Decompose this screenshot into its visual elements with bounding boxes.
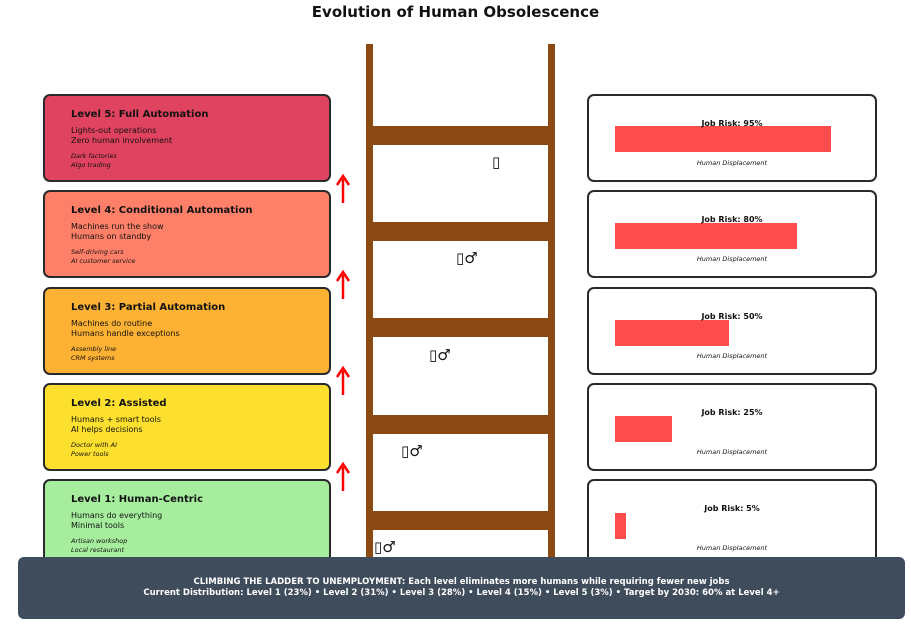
level-description: Machines run the show xyxy=(71,222,164,231)
job-risk-label: Job Risk: 80% xyxy=(701,215,763,224)
level-box-5: Level 5: Full Automation Lights-out oper… xyxy=(43,94,331,182)
job-risk-label: Job Risk: 50% xyxy=(701,312,763,321)
level-example: Self-driving cars xyxy=(71,248,124,256)
level-description: Lights-out operations xyxy=(71,126,157,135)
level-title: Level 3: Partial Automation xyxy=(71,302,226,313)
job-risk-caption: Human Displacement xyxy=(696,544,768,552)
level-examples: Dark factories Algo trading xyxy=(71,152,329,170)
level-examples: Doctor with AI Power tools xyxy=(71,441,329,459)
summary-banner: CLIMBING THE LADDER TO UNEMPLOYMENT: Eac… xyxy=(18,557,905,619)
job-risk-label: Job Risk: 5% xyxy=(704,504,760,513)
summary-headline: CLIMBING THE LADDER TO UNEMPLOYMENT: Eac… xyxy=(193,577,730,587)
level-example: Artisan workshop xyxy=(71,537,128,545)
job-risk-label: Job Risk: 25% xyxy=(701,408,763,417)
ladder-right-rail xyxy=(548,44,555,562)
level-example: Assembly line xyxy=(71,345,117,353)
level-description: Machines do routine xyxy=(71,319,153,328)
job-risk-bar xyxy=(615,223,797,249)
up-arrow-icon xyxy=(335,365,351,395)
person-icon: ▯♂ xyxy=(374,538,396,556)
level-example: Power tools xyxy=(71,450,109,458)
level-example: Doctor with AI xyxy=(71,441,118,449)
level-description: Zero human involvement xyxy=(71,136,173,145)
up-arrow-icon xyxy=(335,461,351,491)
level-example: AI customer service xyxy=(71,257,136,265)
job-risk-caption: Human Displacement xyxy=(696,352,768,360)
level-description: Humans + smart tools xyxy=(71,415,161,424)
level-examples: Artisan workshop Local restaurant xyxy=(71,537,329,555)
job-risk-bar xyxy=(615,320,729,346)
job-risk-bar xyxy=(615,416,672,442)
level-example: Algo trading xyxy=(71,161,111,169)
job-risk-caption: Human Displacement xyxy=(696,159,768,167)
level-examples: Assembly line CRM systems xyxy=(71,345,329,363)
level-examples: Self-driving cars AI customer service xyxy=(71,248,329,266)
ladder-left-rail xyxy=(366,44,373,562)
summary-distribution: Current Distribution: Level 1 (23%) • Le… xyxy=(143,588,780,598)
job-risk-caption: Human Displacement xyxy=(696,255,768,263)
level-title: Level 1: Human-Centric xyxy=(71,494,204,505)
person-icon: ▯♂ xyxy=(401,442,423,460)
level-description: Minimal tools xyxy=(71,521,125,530)
job-risk-box-3: Job Risk: 50% Human Displacement xyxy=(587,287,877,375)
level-box-4: Level 4: Conditional Automation Machines… xyxy=(43,190,331,278)
person-icon: ▯ xyxy=(492,153,501,171)
ladder-rung xyxy=(366,511,554,530)
job-risk-bar xyxy=(615,126,831,152)
level-description: Humans do everything xyxy=(71,511,163,520)
level-box-2: Level 2: Assisted Humans + smart tools A… xyxy=(43,383,331,471)
diagram-title: Evolution of Human Obsolescence xyxy=(311,3,600,21)
level-description: Humans handle exceptions xyxy=(71,329,180,338)
job-risk-box-1: Job Risk: 5% Human Displacement xyxy=(587,479,877,567)
job-risk-label: Job Risk: 95% xyxy=(701,119,763,128)
up-arrow-icon xyxy=(335,173,351,203)
level-example: Local restaurant xyxy=(71,546,125,554)
level-example: CRM systems xyxy=(71,354,115,362)
level-box-3: Level 3: Partial Automation Machines do … xyxy=(43,287,331,375)
job-risk-caption: Human Displacement xyxy=(696,448,768,456)
level-title: Level 4: Conditional Automation xyxy=(71,205,253,216)
person-icon: ▯♂ xyxy=(456,249,478,267)
level-box-1: Level 1: Human-Centric Humans do everyth… xyxy=(43,479,331,567)
job-risk-box-2: Job Risk: 25% Human Displacement xyxy=(587,383,877,471)
level-description: AI helps decisions xyxy=(71,425,143,434)
job-risk-box-4: Job Risk: 80% Human Displacement xyxy=(587,190,877,278)
up-arrow-icon xyxy=(335,269,351,299)
level-title: Level 5: Full Automation xyxy=(71,109,209,120)
ladder-rung xyxy=(366,126,554,145)
person-icon: ▯♂ xyxy=(429,346,451,364)
job-risk-box-5: Job Risk: 95% Human Displacement xyxy=(587,94,877,182)
level-example: Dark factories xyxy=(71,152,117,160)
level-title: Level 2: Assisted xyxy=(71,398,167,409)
ladder-rung xyxy=(366,415,554,434)
ladder-rung xyxy=(366,222,554,241)
job-risk-bar xyxy=(615,513,626,539)
level-description: Humans on standby xyxy=(71,232,152,241)
ladder-rung xyxy=(366,318,554,337)
